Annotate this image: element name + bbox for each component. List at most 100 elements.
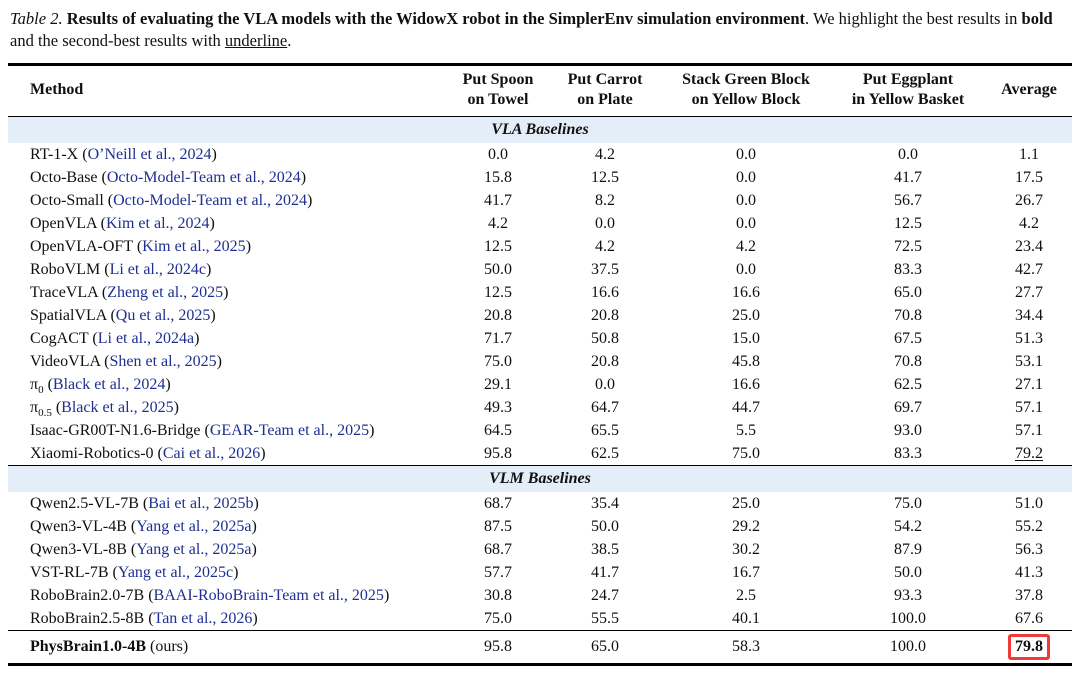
value-cell: 41.7: [591, 564, 619, 581]
value-cell: 40.1: [732, 610, 760, 627]
value-cell: 95.8: [484, 445, 512, 462]
citation-link[interactable]: O’Neill et al., 2024: [87, 146, 212, 163]
table-row: RoboBrain2.5-8B (Tan et al., 2026) 75.0 55…: [8, 607, 1072, 631]
value-cell: 12.5: [894, 215, 922, 232]
table-row: π0 (Black et al., 2024) 29.1 0.0 16.6 62.5 27…: [8, 373, 1072, 396]
method-name-subscript: 0.5: [38, 407, 52, 420]
value-cell: 68.7: [484, 495, 512, 512]
method-cell: Qwen3-VL-8B (Yang et al., 2025a): [30, 541, 257, 558]
citation-link[interactable]: Cai et al., 2026: [162, 445, 261, 462]
value-cell: 69.7: [894, 399, 922, 416]
value-cell: 12.5: [591, 169, 619, 186]
column-header-label: Put Eggplant: [862, 71, 954, 88]
method-cell: RoboBrain2.5-8B (Tan et al., 2026): [30, 610, 258, 627]
citation-link[interactable]: Yang et al., 2025a: [136, 541, 252, 558]
column-header-label: Average: [1001, 81, 1057, 98]
citation-link[interactable]: Yang et al., 2025c: [117, 564, 234, 581]
citation-link[interactable]: Octo-Model-Team et al., 2024: [113, 192, 308, 209]
table-row: TraceVLA (Zheng et al., 2025) 12.5 16.6 16.…: [8, 281, 1072, 304]
column-header-stack-green-block: Stack Green Block on Yellow Block: [662, 64, 830, 117]
value-cell: 0.0: [736, 169, 756, 186]
citation-link[interactable]: Tan et al., 2026: [153, 610, 253, 627]
value-cell: 24.7: [591, 587, 619, 604]
method-name: Qwen3-VL-8B: [30, 541, 127, 558]
value-cell: 93.3: [894, 587, 922, 604]
method-name: RoboBrain2.0-7B: [30, 587, 145, 604]
value-cell: 83.3: [894, 261, 922, 278]
method-cell: OpenVLA-OFT (Kim et al., 2025): [30, 238, 252, 255]
value-cell: 65.0: [548, 630, 662, 665]
method-name: RoboBrain2.5-8B: [30, 610, 145, 627]
method-name: Isaac-GR00T-N1.6-Bridge: [30, 422, 201, 439]
method-name: RT-1-X: [30, 146, 79, 163]
caption-text: . We highlight the best results in: [805, 9, 1022, 28]
citation-link[interactable]: Octo-Model-Team et al., 2024: [106, 169, 301, 186]
citation-link[interactable]: Black et al., 2025: [61, 399, 174, 416]
method-cell: RoboVLM (Li et al., 2024c): [30, 261, 212, 278]
table-row: Xiaomi-Robotics-0 (Cai et al., 2026) 95.8…: [8, 442, 1072, 466]
column-header-label: Put Spoon: [462, 71, 534, 88]
method-cell: π0.5 (Black et al., 2025): [30, 399, 179, 420]
value-cell: 12.5: [484, 238, 512, 255]
average-cell: 57.1: [1015, 399, 1043, 416]
citation-link[interactable]: GEAR-Team et al., 2025: [209, 422, 370, 439]
method-name: Qwen2.5-VL-7B: [30, 495, 139, 512]
citation-link[interactable]: Li et al., 2024c: [109, 261, 206, 278]
caption-text-3: .: [287, 31, 292, 50]
value-cell: 0.0: [736, 215, 756, 232]
second-best-value: 79.2: [1015, 445, 1043, 462]
method-cell: RoboBrain2.0-7B (BAAI-RoboBrain-Team et …: [30, 587, 390, 604]
citation-link[interactable]: Kim et al., 2025: [142, 238, 246, 255]
citation-link[interactable]: Zheng et al., 2025: [107, 284, 224, 301]
value-cell: 65.0: [894, 284, 922, 301]
value-cell: 83.3: [894, 445, 922, 462]
value-cell: 25.0: [732, 495, 760, 512]
citation-link[interactable]: Shen et al., 2025: [109, 353, 217, 370]
value-cell: 70.8: [894, 307, 922, 324]
citation-link[interactable]: Black et al., 2024: [52, 376, 166, 393]
value-cell: 72.5: [894, 238, 922, 255]
citation-link[interactable]: Yang et al., 2025a: [136, 518, 252, 535]
method-cell: Octo-Small (Octo-Model-Team et al., 2024…: [30, 192, 313, 209]
citation-link[interactable]: Kim et al., 2024: [105, 215, 210, 232]
table-row: OpenVLA-OFT (Kim et al., 2025) 12.5 4.2 4.2…: [8, 235, 1072, 258]
table-row: Octo-Base (Octo-Model-Team et al., 2024)…: [8, 166, 1072, 189]
section-header-label: VLM Baselines: [8, 465, 1072, 492]
value-cell: 0.0: [898, 146, 918, 163]
value-cell: 20.8: [591, 307, 619, 324]
value-cell: 38.5: [591, 541, 619, 558]
method-cell: RT-1-X (O’Neill et al., 2024): [30, 146, 217, 163]
column-header-average: Average: [986, 64, 1072, 117]
method-cell: VST-RL-7B (Yang et al., 2025c): [30, 564, 239, 581]
value-cell: 4.2: [488, 215, 508, 232]
value-cell: 100.0: [830, 630, 986, 665]
value-cell: 75.0: [484, 610, 512, 627]
average-cell: 67.6: [1015, 610, 1043, 627]
value-cell: 0.0: [736, 146, 756, 163]
column-header-label: on Plate: [577, 91, 633, 108]
value-cell: 75.0: [894, 495, 922, 512]
average-cell: 27.7: [1015, 284, 1043, 301]
value-cell: 56.7: [894, 192, 922, 209]
average-cell: 79.8: [986, 630, 1072, 665]
average-cell: 51.0: [1015, 495, 1043, 512]
value-cell: 67.5: [894, 330, 922, 347]
value-cell: 16.6: [732, 284, 760, 301]
method-cell: π0 (Black et al., 2024): [30, 376, 171, 397]
method-name: OpenVLA-OFT: [30, 238, 133, 255]
average-cell: 17.5: [1015, 169, 1043, 186]
citation-link[interactable]: Qu et al., 2025: [115, 307, 211, 324]
table-row: Qwen3-VL-4B (Yang et al., 2025a) 87.5 50.0…: [8, 515, 1072, 538]
citation-link[interactable]: BAAI-RoboBrain-Team et al., 2025: [153, 587, 384, 604]
value-cell: 62.5: [591, 445, 619, 462]
method-cell: Qwen2.5-VL-7B (Bai et al., 2025b): [30, 495, 259, 512]
method-name: VST-RL-7B: [30, 564, 109, 581]
citation-link[interactable]: Bai et al., 2025b: [148, 495, 254, 512]
results-table: Method Put Spoon on Towel Put Carrot on …: [8, 63, 1072, 666]
caption-underline-word: underline: [224, 31, 288, 50]
value-cell: 100.0: [890, 610, 926, 627]
citation-link[interactable]: Li et al., 2024a: [97, 330, 195, 347]
table-row: RoboVLM (Li et al., 2024c) 50.0 37.5 0.0 83.…: [8, 258, 1072, 281]
value-cell: 37.5: [591, 261, 619, 278]
column-header-label: on Yellow Block: [691, 91, 801, 108]
